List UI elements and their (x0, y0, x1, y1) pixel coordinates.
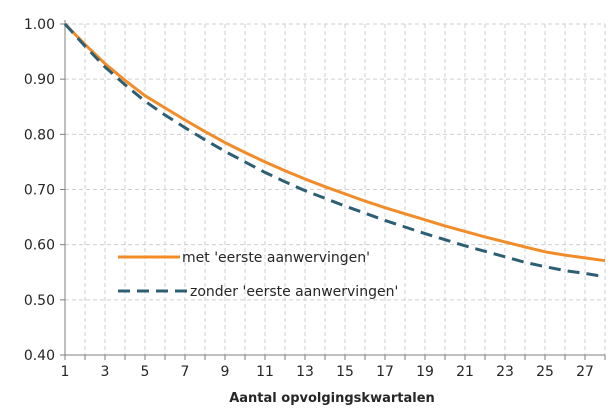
series-line-zonder-eerste-aanwervingen (63, 22, 606, 279)
axes (60, 20, 606, 360)
x-tick-label: 3 (101, 364, 110, 380)
series (63, 22, 606, 279)
y-tick-label: 0.90 (24, 72, 55, 88)
x-tick-label: 17 (376, 364, 394, 380)
x-tick-label: 9 (221, 364, 230, 380)
legend: met 'eerste aanwervingen' zonder 'eerste… (118, 250, 398, 300)
x-tick-label: 23 (496, 364, 514, 380)
x-tick-label: 1 (61, 364, 70, 380)
y-tick-label: 0.70 (24, 183, 55, 199)
y-tick-label: 0.80 (24, 127, 55, 143)
x-axis-title: Aantal opvolgingskwartalen (229, 391, 435, 406)
tick-labels: 0.400.500.600.700.800.901.001 3 5 7 9 11 13 15 1… (24, 17, 594, 380)
y-tick-label: 0.40 (24, 348, 55, 364)
legend-label-met-eerste-aanwervingen: met 'eerste aanwervingen' (182, 250, 370, 266)
x-tick-label: 15 (336, 364, 354, 380)
x-tick-label: 25 (536, 364, 554, 380)
x-tick-label: 21 (456, 364, 474, 380)
y-tick-label: 1.00 (24, 17, 55, 33)
x-tick-label: 27 (576, 364, 594, 380)
x-tick-label: 11 (256, 364, 274, 380)
legend-label-zonder-eerste-aanwervingen: zonder 'eerste aanwervingen' (190, 284, 398, 300)
y-tick-label: 0.50 (24, 293, 55, 309)
x-tick-label: 5 (141, 364, 150, 380)
y-tick-label: 0.60 (24, 238, 55, 254)
x-tick-label: 19 (416, 364, 434, 380)
series-line-met-eerste-aanwervingen (63, 22, 606, 263)
x-tick-label: 13 (296, 364, 314, 380)
x-tick-label: 7 (181, 364, 190, 380)
